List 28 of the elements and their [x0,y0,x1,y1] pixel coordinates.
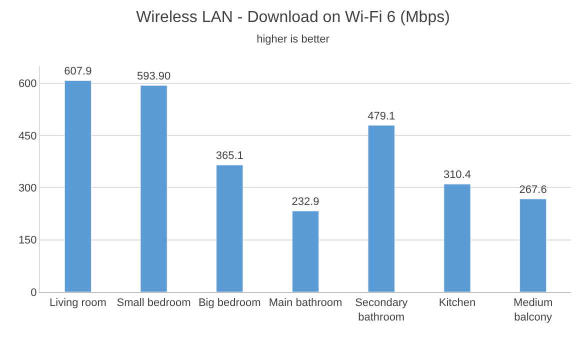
x-tick-label: Kitchen [438,297,476,310]
data-label: 267.6 [519,184,547,196]
x-tick-label: Big bedroom [198,297,261,310]
x-tick-label: Medium balcony [514,297,553,324]
bar [216,164,244,292]
data-label: 593.90 [136,70,171,83]
x-tick-label: Main bathroom [268,297,342,310]
y-tick-label: 0 [30,286,37,299]
y-tick-label: 300 [18,182,37,195]
x-tick-label: Small bedroom [116,297,191,310]
data-label: 479.1 [368,110,396,122]
bar [520,198,547,292]
chart-title: Wireless LAN - Download on Wi-Fi 6 (Mbps) [136,8,450,26]
bar [292,210,320,292]
y-tick-label: 600 [18,78,37,90]
data-label: 310.4 [443,169,471,182]
bar [64,80,92,292]
bar [368,125,395,292]
chart-subtitle: higher is better [256,34,330,46]
x-tick-label: Secondary bathroom [355,297,408,324]
data-label: 607.9 [64,66,92,78]
y-tick-label: 450 [18,130,37,142]
data-label: 232.9 [292,196,320,208]
x-tick-label: Living room [50,297,106,310]
bar [444,184,471,292]
y-tick-label: 150 [18,234,37,247]
bar [140,85,168,292]
data-label: 365.1 [216,150,244,162]
